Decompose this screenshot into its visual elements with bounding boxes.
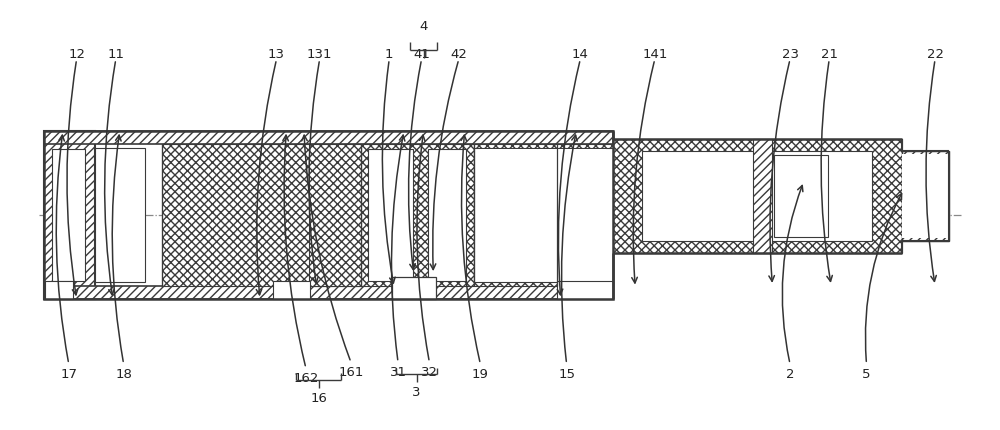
Text: 11: 11 xyxy=(107,48,124,61)
Bar xyxy=(273,281,310,299)
Bar xyxy=(474,144,613,286)
Text: 21: 21 xyxy=(821,48,838,61)
Bar xyxy=(44,131,95,299)
Text: 4: 4 xyxy=(419,20,428,33)
Text: 17: 17 xyxy=(60,368,77,381)
Bar xyxy=(309,144,361,286)
Bar xyxy=(642,151,872,241)
Text: 18: 18 xyxy=(115,368,132,381)
Text: 22: 22 xyxy=(927,48,944,61)
Text: 42: 42 xyxy=(450,48,467,61)
Bar xyxy=(45,281,73,299)
Text: 3: 3 xyxy=(412,386,421,399)
Bar xyxy=(44,286,613,299)
Bar xyxy=(474,147,613,283)
Text: 131: 131 xyxy=(307,48,332,61)
Text: 5: 5 xyxy=(862,368,871,381)
Bar xyxy=(428,149,466,281)
Text: 2: 2 xyxy=(786,368,794,381)
Bar xyxy=(44,131,613,144)
Bar xyxy=(774,155,828,237)
Bar xyxy=(557,281,613,299)
Text: 16: 16 xyxy=(310,392,327,405)
Text: 1: 1 xyxy=(385,48,394,61)
Bar xyxy=(368,149,413,281)
Bar xyxy=(902,154,949,238)
Text: 32: 32 xyxy=(421,366,438,379)
Text: 162: 162 xyxy=(293,372,319,385)
Bar xyxy=(95,147,145,283)
Text: 14: 14 xyxy=(572,48,589,61)
Text: 13: 13 xyxy=(268,48,285,61)
Bar xyxy=(162,144,363,286)
Text: 15: 15 xyxy=(558,368,575,381)
Text: 41: 41 xyxy=(413,48,430,61)
Text: 12: 12 xyxy=(68,48,85,61)
Bar xyxy=(361,144,474,286)
Text: 23: 23 xyxy=(782,48,799,61)
Bar xyxy=(52,149,85,281)
Bar xyxy=(392,277,436,299)
Text: 141: 141 xyxy=(642,48,668,61)
Text: 161: 161 xyxy=(338,366,364,379)
Text: 19: 19 xyxy=(472,368,489,381)
Bar xyxy=(44,131,613,299)
Text: 31: 31 xyxy=(390,366,407,379)
Bar xyxy=(613,139,902,253)
Bar xyxy=(902,151,949,241)
Bar xyxy=(480,149,606,281)
Bar xyxy=(753,139,772,253)
